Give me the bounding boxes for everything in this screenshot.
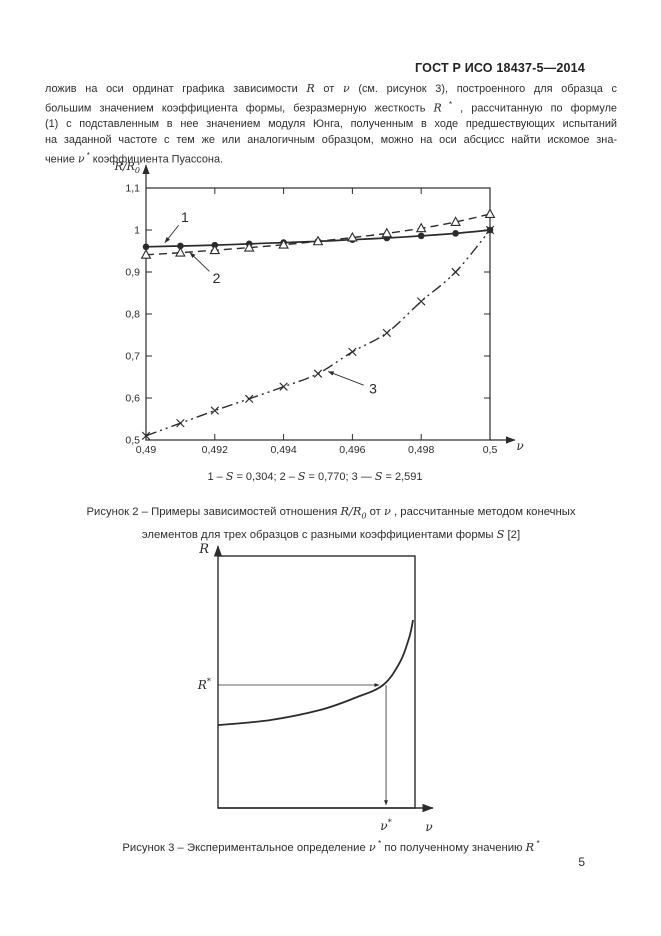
curve-callouts: 1 2 3 [164, 209, 377, 396]
y-tick-label: 0,9 [125, 267, 140, 279]
series-2 [140, 208, 496, 259]
x-tick-label: 0,492 [202, 444, 228, 456]
paragraph-line: на заданной частоте с тем же или аналоги… [45, 133, 617, 146]
schematic: Rν R* ν* [197, 542, 434, 834]
y-tick-label: 1,1 [125, 183, 140, 195]
x-axis-label: ν [425, 820, 432, 834]
y-tick-label: 0,6 [125, 393, 140, 405]
figure2-series-legend: 1 – S = 0,304; 2 – S = 0,770; 3 — S = 2,… [207, 470, 423, 483]
y-tick-label: 0,7 [125, 351, 140, 363]
figure2-caption-line: Рисунок 2 – Примеры зависимостей отношен… [86, 505, 576, 521]
body-paragraph: ложив на оси ординат графика зависимости… [45, 81, 617, 168]
paragraph-line: ложив на оси ординат графика зависимости… [45, 82, 618, 95]
y-tick-label: 1 [134, 225, 140, 237]
document-header: ГОСТ Р ИСО 18437-5—2014 [415, 61, 585, 75]
figure3-diagram: Rν R* ν* [197, 542, 434, 834]
figure2-caption: Рисунок 2 – Примеры зависимостей отношен… [36, 502, 626, 545]
marked-x-label: ν* [380, 818, 392, 833]
curve-label-3: 3 [369, 380, 377, 396]
figure3-caption: Рисунок 3 – Экспериментальное определени… [122, 839, 540, 854]
curve-label-2: 2 [213, 270, 221, 286]
y-axis-label: R/R0 [114, 160, 140, 175]
axes: R/R0 ν 0,5 0,6 0,7 0,8 0,9 1 1,1 0,49 0,492 0,494 0,… [114, 160, 524, 456]
series-3 [141, 225, 495, 441]
y-tick-label: 0,8 [125, 309, 140, 321]
response-curve [217, 619, 414, 726]
x-tick-label: 0,5 [483, 444, 498, 456]
curve-label-1: 1 [181, 209, 189, 225]
marked-y-label: R* [197, 677, 212, 692]
x-tick-label: 0,49 [136, 444, 157, 456]
figure2-chart: R/R0 ν 0,5 0,6 0,7 0,8 0,9 1 1,1 0,49 0,492 0,494 0,… [114, 160, 524, 456]
x-tick-label: 0,496 [339, 444, 365, 456]
x-tick-label: 0,494 [270, 444, 296, 456]
paragraph-line: большим значением коэффициента формы, бе… [45, 100, 617, 116]
paragraph-line: (1) с подставленным в нее значением моду… [45, 118, 617, 131]
x-axis-label: ν [516, 439, 523, 453]
paragraph-line: чение ν * коэффициента Пуассона. [45, 151, 224, 166]
page-number: 5 [578, 855, 585, 869]
figure2-caption-line: элементов для трех образцов с разными ко… [141, 528, 521, 542]
x-tick-label: 0,498 [408, 444, 434, 456]
y-tick-label: 0,5 [125, 435, 140, 447]
y-axis-label: R [198, 542, 209, 557]
